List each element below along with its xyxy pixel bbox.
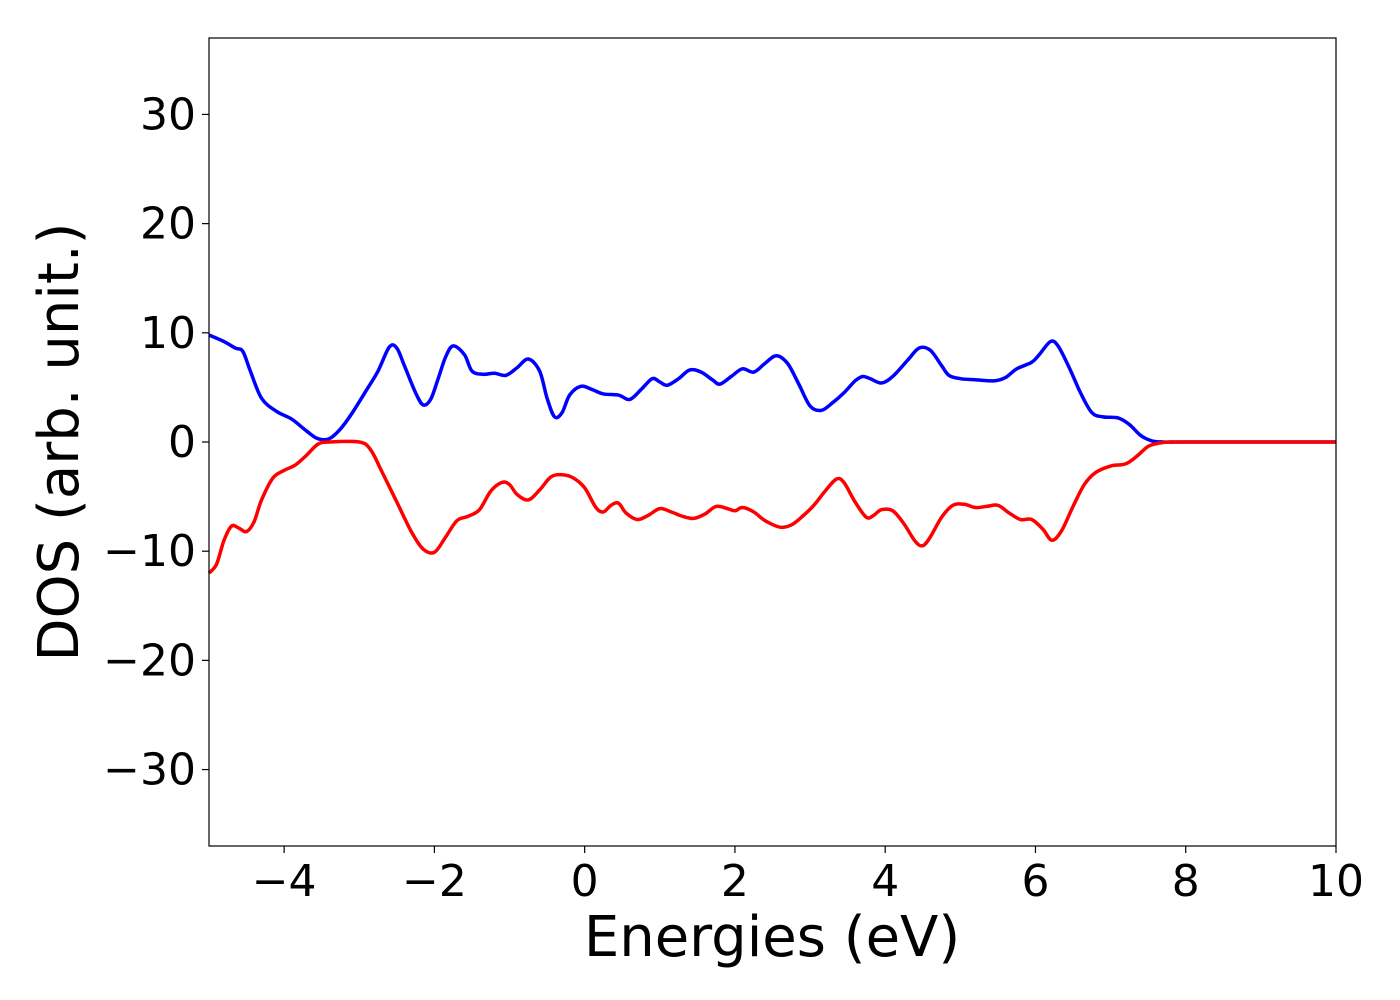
x-tick-label: −4	[252, 856, 317, 907]
series-layer	[207, 333, 1336, 575]
series-line-1	[208, 333, 1336, 444]
y-axis-ticks: 30 20 10 0 −10 −20 −30	[103, 89, 209, 796]
series-line-2	[207, 439, 1336, 575]
x-tick-label: 0	[571, 856, 599, 907]
x-axis-ticks: −4 −2 0 2 4 6 8 10	[252, 846, 1364, 907]
x-tick-label: 2	[721, 856, 749, 907]
y-tick-label: −10	[103, 526, 196, 577]
x-tick-label: 10	[1308, 856, 1364, 907]
x-tick-label: 6	[1021, 856, 1049, 907]
y-tick-label: −20	[103, 635, 196, 686]
y-tick-label: 0	[168, 417, 196, 468]
x-axis-title: Energies (eV)	[584, 905, 960, 970]
y-tick-label: −30	[103, 745, 196, 796]
x-tick-label: −2	[402, 856, 467, 907]
x-tick-label: 8	[1172, 856, 1200, 907]
x-tick-label: 4	[871, 856, 899, 907]
y-tick-label: 10	[140, 308, 196, 359]
y-tick-label: 20	[140, 199, 196, 250]
y-tick-label: 30	[140, 89, 196, 140]
y-axis-title: DOS (arb. unit.)	[27, 222, 92, 661]
